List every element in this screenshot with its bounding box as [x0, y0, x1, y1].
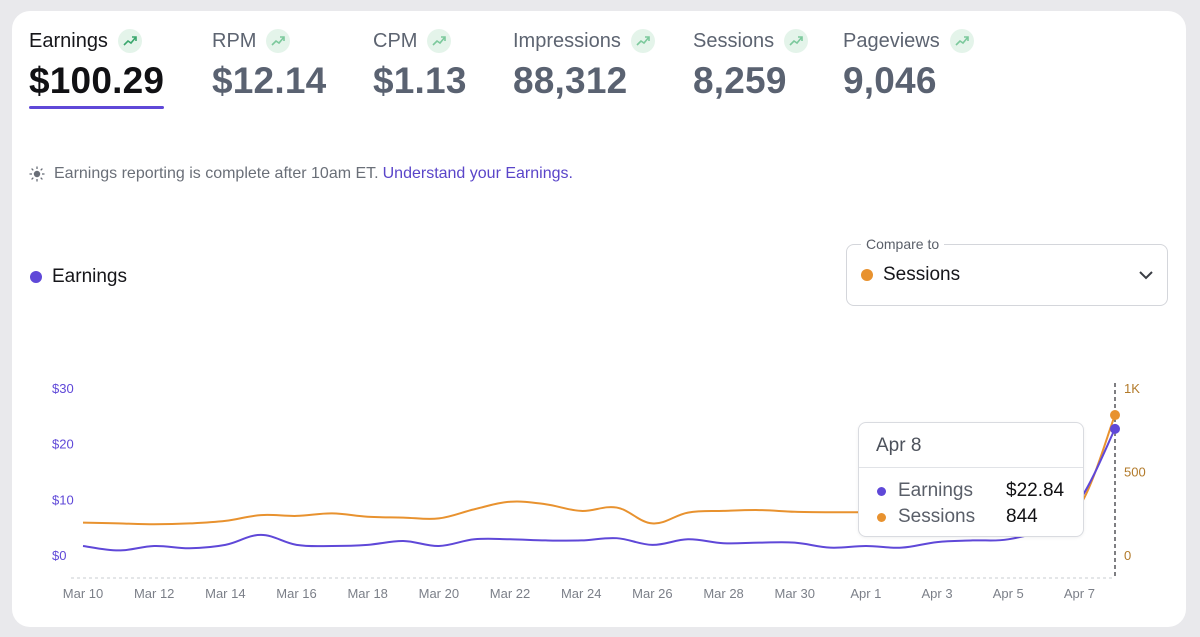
metric-value: $1.13: [373, 60, 467, 101]
metric-tab-impressions[interactable]: Impressions 88,312: [513, 28, 655, 102]
metric-label: RPM: [212, 29, 257, 52]
x-tick: Mar 10: [63, 586, 103, 601]
tooltip-divider: [859, 467, 1083, 468]
tooltip-label: Earnings: [898, 480, 973, 501]
metric-value: 88,312: [513, 60, 628, 101]
trending-up-icon: [266, 29, 291, 53]
x-tick: Mar 24: [561, 586, 601, 601]
legend-dot-earnings: [30, 271, 42, 283]
y-tick-right: 500: [1124, 465, 1146, 480]
tooltip-dot-sessions: [877, 512, 886, 522]
legend-label: Earnings: [52, 266, 127, 287]
metric-value: 8,259: [693, 60, 787, 101]
x-tick: Mar 14: [205, 586, 245, 601]
metric-value: $12.14: [212, 60, 327, 101]
active-tab-underline: [29, 106, 165, 109]
chart-legend: Earnings: [30, 266, 127, 288]
y-tick-left: $10: [52, 492, 74, 507]
chart-tooltip: Apr 8 Earnings $22.84 Sessions 844: [858, 422, 1084, 537]
tooltip-label: Sessions: [898, 506, 976, 527]
trending-up-icon: [117, 29, 142, 53]
x-tick: Mar 30: [774, 586, 814, 601]
tooltip-value-earnings: $22.84: [1006, 480, 1065, 501]
x-tick: Mar 12: [134, 586, 174, 601]
trending-up-icon: [784, 29, 809, 53]
metrics-row: Earnings $100.29 RPM $12.14 CPM $1.13 Im…: [12, 11, 1186, 131]
understand-earnings-link[interactable]: Understand your Earnings.: [382, 165, 573, 182]
trending-up-icon: [949, 29, 974, 53]
trending-up-icon: [630, 29, 655, 53]
x-tick: Mar 20: [419, 586, 459, 601]
tooltip-date: Apr 8: [876, 435, 922, 456]
metric-label: Earnings: [29, 29, 108, 52]
x-tick: Mar 26: [632, 586, 672, 601]
y-tick-right: 0: [1124, 548, 1131, 563]
y-tick-right: 1K: [1124, 381, 1140, 396]
x-tick: Apr 3: [922, 586, 953, 601]
tooltip-row-sessions: Sessions: [877, 506, 975, 528]
chevron-down-icon: [1139, 271, 1153, 280]
tooltip-value-sessions: 844: [1006, 506, 1038, 527]
compare-label: Compare to: [861, 236, 945, 252]
metric-tab-rpm[interactable]: RPM $12.14: [212, 28, 326, 102]
metric-value: $100.29: [29, 60, 165, 101]
compare-to-select[interactable]: Compare to Sessions: [846, 236, 1168, 306]
metric-tab-sessions[interactable]: Sessions 8,259: [693, 28, 809, 102]
y-tick-left: $0: [52, 548, 66, 563]
tooltip-dot-earnings: [877, 486, 886, 496]
metric-tab-earnings[interactable]: Earnings $100.29: [29, 28, 165, 109]
sun-icon: [29, 166, 45, 182]
reporting-note: Earnings reporting is complete after 10a…: [29, 165, 573, 183]
metric-tab-pageviews[interactable]: Pageviews 9,046: [843, 28, 974, 102]
metric-label: Pageviews: [843, 29, 940, 52]
highlight-point-earnings: [1110, 423, 1120, 434]
compare-value: Sessions: [883, 264, 961, 285]
y-tick-left: $30: [52, 381, 74, 396]
highlight-point-sessions: [1110, 410, 1120, 421]
series-line-earnings: [82, 428, 1116, 552]
compare-dot-sessions: [861, 269, 873, 281]
y-tick-left: $20: [52, 437, 74, 452]
metric-tab-cpm[interactable]: CPM $1.13: [373, 28, 467, 102]
x-tick: Mar 18: [347, 586, 387, 601]
metric-label: Sessions: [693, 29, 775, 52]
x-tick: Mar 22: [490, 586, 530, 601]
note-text: Earnings reporting is complete after 10a…: [54, 165, 379, 182]
metric-label: Impressions: [513, 29, 621, 52]
x-tick: Mar 16: [276, 586, 316, 601]
x-tick: Mar 28: [703, 586, 743, 601]
metric-label: CPM: [373, 29, 418, 52]
x-tick: Apr 7: [1064, 586, 1095, 601]
metric-value: 9,046: [843, 60, 937, 101]
x-tick: Apr 5: [993, 586, 1024, 601]
x-tick: Apr 1: [850, 586, 881, 601]
earnings-card: Earnings $100.29 RPM $12.14 CPM $1.13 Im…: [12, 11, 1186, 627]
tooltip-row-earnings: Earnings: [877, 480, 973, 502]
trending-up-icon: [427, 29, 452, 53]
